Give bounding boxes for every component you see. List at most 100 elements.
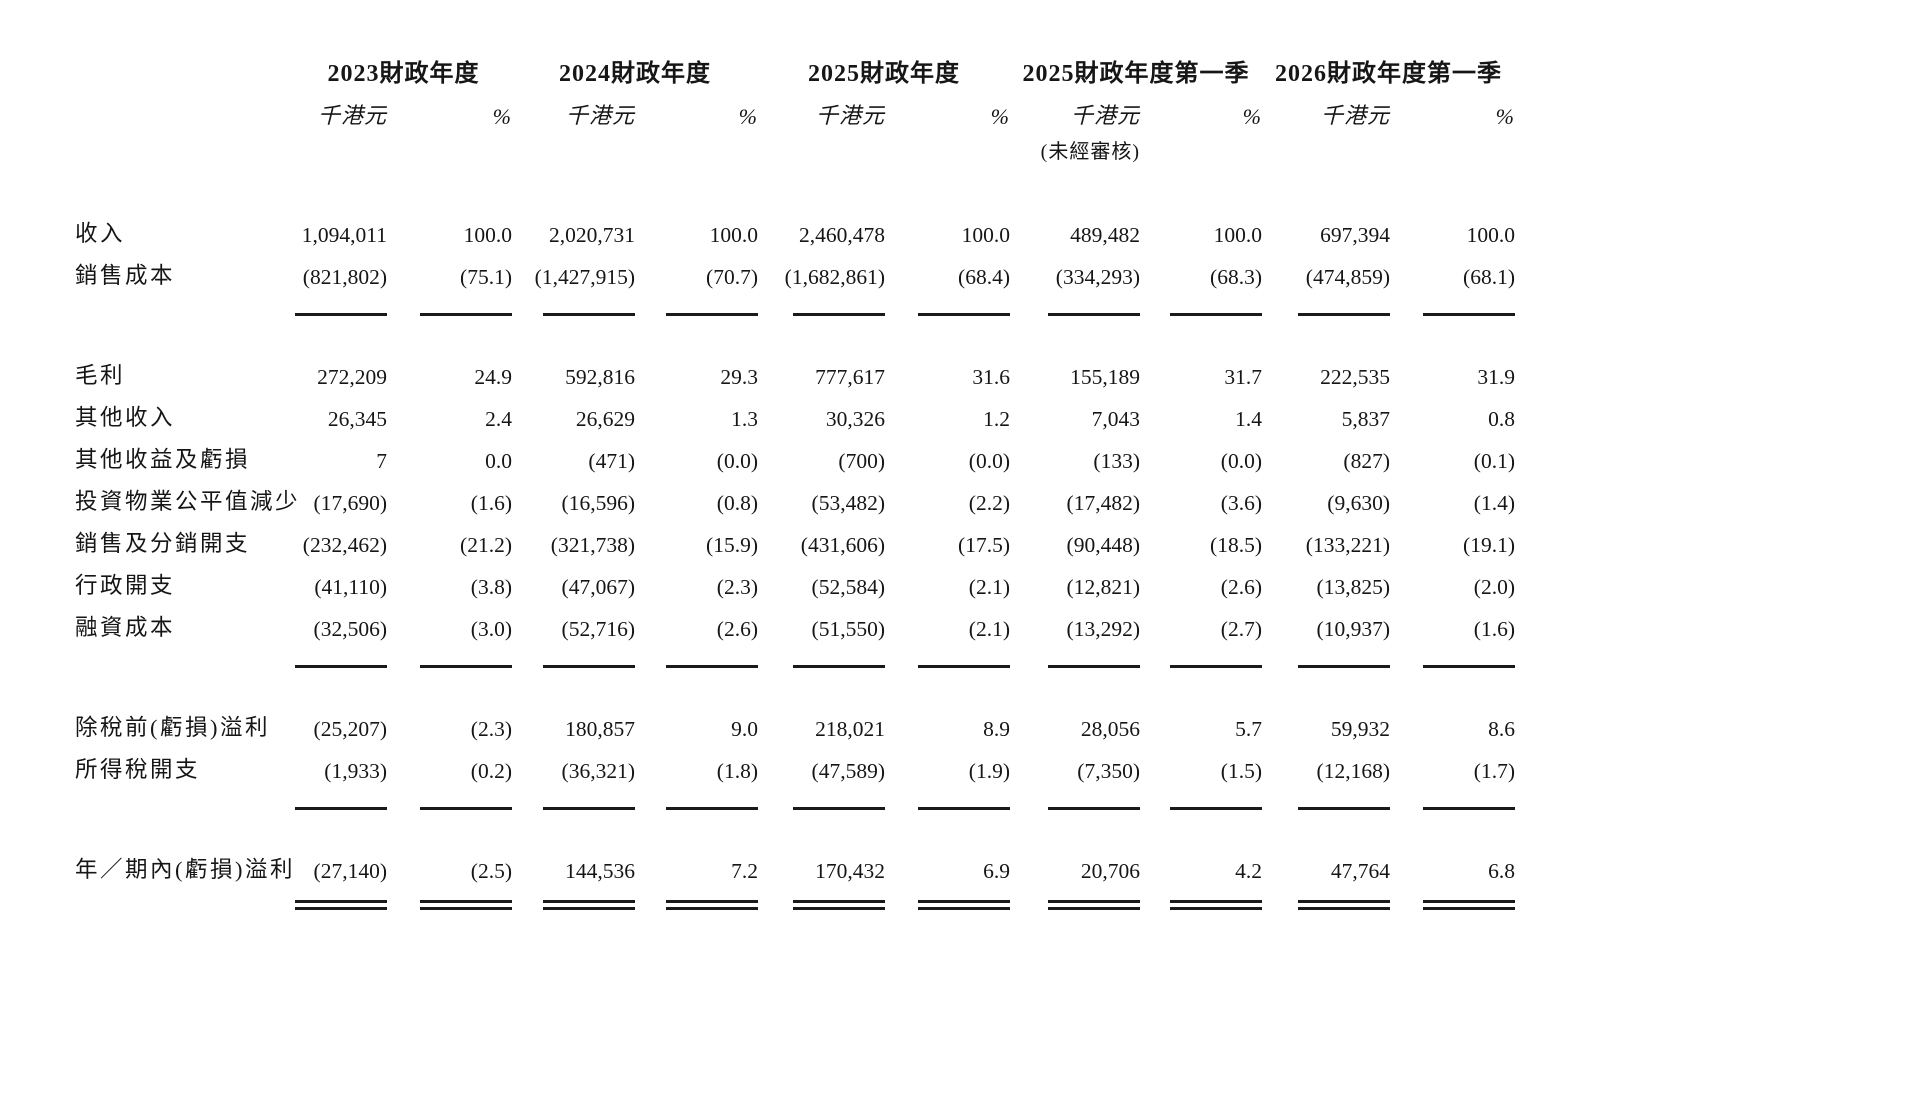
row-label: 銷售及分銷開支 [75,531,251,556]
amount-cell: 144,536 [565,859,635,883]
period-header-fy2025: 2025財政年度 [808,61,960,87]
single-underline [793,665,885,668]
amount-cell: 592,816 [565,365,635,389]
percent-cell: (2.1) [968,575,1010,599]
percent-cell: (0.0) [968,449,1010,473]
amount-cell: (25,207) [313,717,387,741]
column-note [1262,130,1390,164]
percent-cell: 0.0 [485,449,512,473]
percent-cell: (2.3) [716,575,758,599]
unit-label: 千港元 [565,103,635,128]
header-spacer [75,50,295,88]
row-label: 其他收益及虧損 [75,447,251,472]
row-label: 所得稅開支 [75,757,201,782]
percent-cell: (19.1) [1463,533,1515,557]
single-underline [1423,665,1515,668]
amount-cell: 155,189 [1070,365,1140,389]
amount-cell: (1,933) [324,759,387,783]
percent-cell: (0.0) [716,449,758,473]
percent-cell: 9.0 [731,717,758,741]
single-underline [295,807,387,810]
amount-cell: (471) [588,449,635,473]
percent-label: % [738,104,758,129]
table-row: 融資成本 (32,506) (3.0) (52,716) (2.6) (51,550) (2… [75,608,1515,650]
row-label: 年／期內(虧損)溢利 [75,857,295,882]
single-underline [793,807,885,810]
percent-cell: (0.1) [1473,449,1515,473]
amount-cell: 5,837 [1341,407,1390,431]
amount-cell: (90,448) [1066,533,1140,557]
amount-cell: 489,482 [1070,223,1140,247]
single-underline [295,313,387,316]
table-row: 其他收入 26,345 2.4 26,629 1.3 30,326 1.2 7,043 1.4 5… [75,398,1515,440]
financial-statement-page: 2023財政年度 2024財政年度 2025財政年度 2025財政年度第一季 2… [75,50,1515,910]
grand-total-rule-row [75,892,1515,910]
amount-cell: (827) [1343,449,1390,473]
double-underline [666,900,758,910]
percent-cell: (1.8) [716,759,758,783]
single-underline [1423,313,1515,316]
single-underline [295,665,387,668]
percent-cell: 100.0 [463,223,512,247]
period-header-fy2024: 2024財政年度 [559,61,711,87]
amount-cell: (12,168) [1316,759,1390,783]
percent-cell: 8.6 [1488,717,1515,741]
percent-cell: 100.0 [1466,223,1515,247]
amount-cell: 7,043 [1091,407,1140,431]
subtotal-rule-row [75,650,1515,668]
double-underline [1423,900,1515,910]
amount-cell: 59,932 [1330,717,1390,741]
percent-label: % [990,104,1010,129]
percent-cell: (2.6) [1220,575,1262,599]
double-underline [1170,900,1262,910]
amount-cell: (321,738) [550,533,635,557]
percent-cell: (0.8) [716,491,758,515]
percent-cell: (1.6) [470,491,512,515]
single-underline [918,807,1010,810]
section-gap [75,668,1515,708]
unaudited-note-row: (未經審核) [75,130,1515,164]
percent-cell: (2.7) [1220,617,1262,641]
percent-cell: 100.0 [961,223,1010,247]
percent-cell: (15.9) [706,533,758,557]
period-header-q1fy2026: 2026財政年度第一季 [1275,61,1502,87]
percent-cell: 24.9 [474,365,512,389]
amount-cell: 272,209 [317,365,387,389]
percent-cell: 7.2 [731,859,758,883]
double-underline [793,900,885,910]
amount-cell: (1,682,861) [784,265,885,289]
amount-cell: (52,716) [561,617,635,641]
amount-cell: 1,094,011 [301,223,387,247]
percent-cell: 6.9 [983,859,1010,883]
single-underline [666,807,758,810]
table-row: 所得稅開支 (1,933) (0.2) (36,321) (1.8) (47,589) (1… [75,750,1515,792]
single-underline [420,313,512,316]
amount-cell: (17,482) [1066,491,1140,515]
amount-cell: 20,706 [1080,859,1140,883]
single-underline [1298,807,1390,810]
amount-cell: (7,350) [1077,759,1140,783]
amount-cell: (36,321) [561,759,635,783]
single-underline [543,807,635,810]
amount-cell: (1,427,915) [534,265,635,289]
header-gap [75,164,1515,214]
amount-cell: (133,221) [1305,533,1390,557]
percent-cell: 8.9 [983,717,1010,741]
single-underline [1298,665,1390,668]
row-label: 行政開支 [75,573,176,598]
percent-cell: (1.5) [1220,759,1262,783]
header-spacer [75,88,295,130]
amount-cell: 170,432 [815,859,885,883]
subtotal-rule-row [75,298,1515,316]
amount-cell: 28,056 [1080,717,1140,741]
single-underline [1170,807,1262,810]
amount-cell: (9,630) [1327,491,1390,515]
double-underline [295,900,387,910]
percent-cell: (1.9) [968,759,1010,783]
single-underline [666,665,758,668]
amount-cell: 180,857 [565,717,635,741]
unit-label: 千港元 [317,103,387,128]
percent-cell: 31.6 [972,365,1010,389]
column-note-unaudited: (未經審核) [1040,141,1140,163]
amount-cell: (12,821) [1066,575,1140,599]
